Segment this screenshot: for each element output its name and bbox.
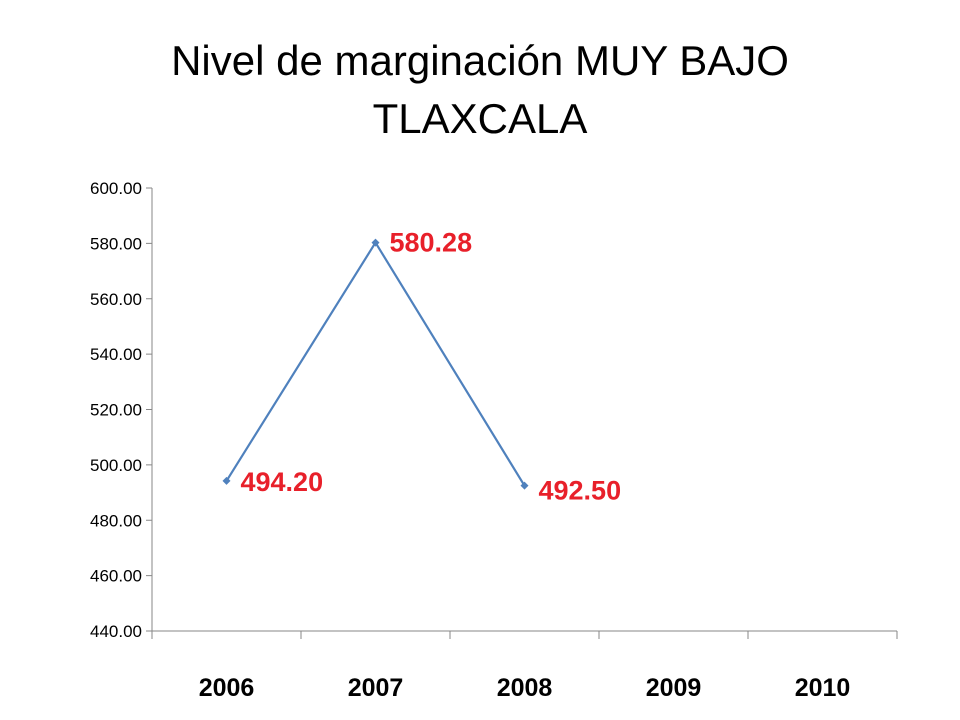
series-line (225, 240, 526, 487)
chart-axes (151, 188, 897, 632)
data-labels: 494.20 580.28 492.50 (241, 228, 622, 506)
x-tick-label: 2006 (199, 674, 255, 702)
series-group (222, 238, 529, 490)
y-tick-label: 520.00 (90, 401, 142, 420)
y-tick-label: 540.00 (90, 345, 142, 364)
chart-title: Nivel de marginación MUY BAJO TLAXCALA (0, 32, 960, 148)
data-point-marker (520, 481, 529, 490)
x-tick-label: 2008 (497, 674, 553, 702)
data-label: 494.20 (241, 467, 324, 497)
data-point-marker (222, 476, 231, 485)
y-axis-ticks: 440.00 460.00 480.00 500.00 520.00 540.00 560.… (90, 179, 152, 641)
y-tick-label: 560.00 (90, 290, 142, 309)
y-tick-label: 600.00 (90, 179, 142, 198)
x-axis-ticks: 2006 2007 2008 2009 2010 (151, 631, 898, 702)
x-tick-label: 2010 (795, 674, 851, 702)
y-tick-label: 580.00 (90, 234, 142, 253)
x-tick-label: 2009 (646, 674, 702, 702)
chart-title-line-2: TLAXCALA (372, 95, 588, 142)
y-tick-label: 500.00 (90, 456, 142, 475)
y-tick-label: 440.00 (90, 622, 142, 641)
x-tick-label: 2007 (348, 674, 404, 702)
y-tick-label: 480.00 (90, 511, 142, 530)
data-label: 580.28 (390, 228, 473, 258)
data-label: 492.50 (539, 476, 622, 506)
y-tick-label: 460.00 (90, 567, 142, 586)
chart-title-line-1: Nivel de marginación MUY BAJO (171, 37, 789, 84)
data-point-marker (371, 238, 380, 247)
